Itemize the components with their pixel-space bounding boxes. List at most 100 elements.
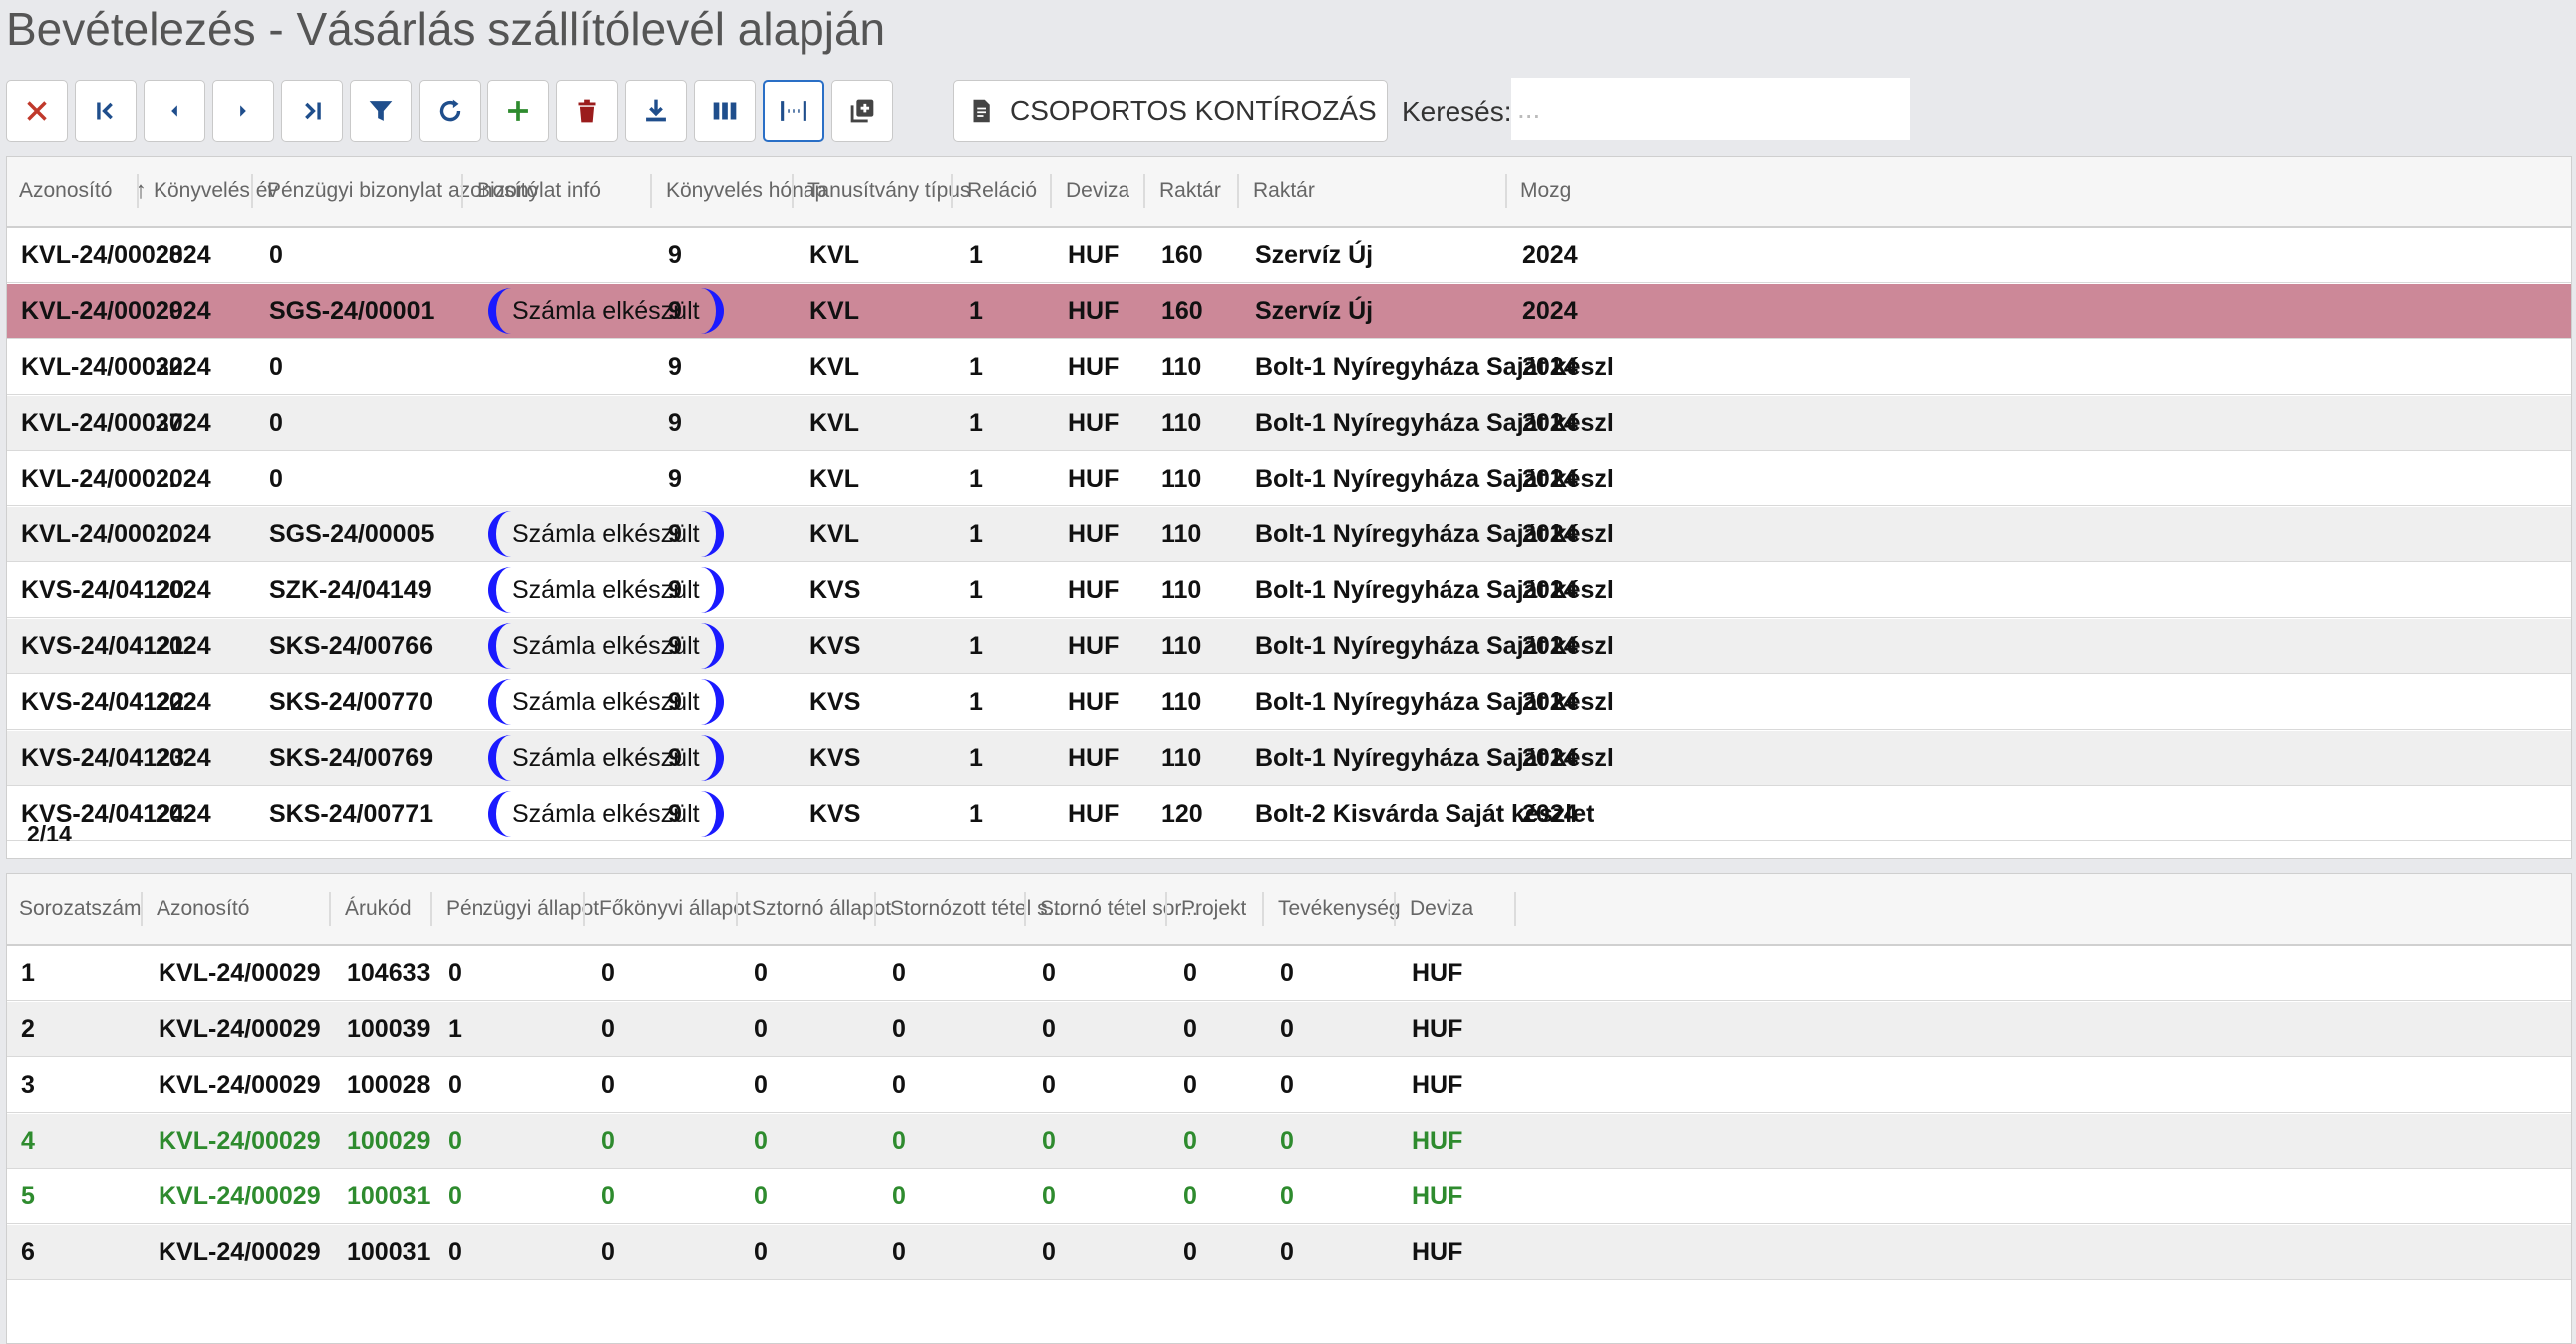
- column-resize-handle[interactable]: [430, 892, 432, 926]
- column-resize-handle[interactable]: [951, 174, 953, 208]
- last-record-button[interactable]: [281, 80, 343, 142]
- column-header[interactable]: Könyvelés hónap: [666, 179, 827, 202]
- table-row[interactable]: KVS-24/04123 2024 SKS-24/00769 Számla elkés…: [7, 731, 2571, 786]
- column-header[interactable]: Tanusítvány típus: [807, 179, 971, 202]
- column-resize-handle[interactable]: [1394, 892, 1396, 926]
- table-row[interactable]: 2 KVL-24/00029 100039 1 0 0 0 0 0 0 HUF: [7, 1002, 2571, 1057]
- column-resize-handle[interactable]: [1024, 892, 1026, 926]
- download-button[interactable]: [625, 80, 687, 142]
- table-cell: 9: [668, 353, 682, 381]
- table-row[interactable]: KVL-24/000... 2024 0 9 KVL 1 HUF 110 Bolt-1 Nyír…: [7, 452, 2571, 506]
- close-button[interactable]: [6, 80, 68, 142]
- table-row[interactable]: KVL-24/000... 2024 SGS-24/00005 Számla elké…: [7, 507, 2571, 562]
- column-resize-handle[interactable]: [1165, 892, 1167, 926]
- column-header[interactable]: Főkönyvi állapot: [599, 897, 751, 920]
- add-copy-button[interactable]: [831, 80, 893, 142]
- table-cell: KVL-24/00029: [159, 959, 321, 987]
- table-cell: 0: [448, 1182, 462, 1210]
- column-resize-handle[interactable]: [874, 892, 876, 926]
- column-resize-handle[interactable]: [583, 892, 585, 926]
- table-cell: Bolt-1 Nyíregyháza Saját készl: [1255, 465, 1614, 493]
- table-cell: 0: [1280, 1238, 1294, 1266]
- column-resize-handle[interactable]: [736, 892, 738, 926]
- column-resize-handle[interactable]: [137, 174, 139, 208]
- table-row[interactable]: 1 KVL-24/00029 104633 0 0 0 0 0 0 0 HUF: [7, 946, 2571, 1001]
- table-row[interactable]: 6 KVL-24/00029 100031 0 0 0 0 0 0 0 HUF: [7, 1225, 2571, 1280]
- column-header[interactable]: Mozg: [1520, 179, 1572, 202]
- table-row[interactable]: 4 KVL-24/00029 100029 0 0 0 0 0 0 0 HUF: [7, 1114, 2571, 1169]
- table-cell: 0: [601, 1238, 615, 1266]
- table-cell: 0: [1042, 1182, 1056, 1210]
- column-resize-handle[interactable]: [1237, 174, 1239, 208]
- table-cell: HUF: [1068, 576, 1120, 604]
- column-header[interactable]: Projekt: [1181, 897, 1247, 920]
- column-header[interactable]: Deviza: [1066, 179, 1130, 202]
- bulk-accounting-button[interactable]: CSOPORTOS KONTÍROZÁS: [953, 80, 1388, 142]
- table-row[interactable]: KVS-24/04124 2024 SKS-24/00771 Számla elkés…: [7, 787, 2571, 841]
- table-cell: 2024: [1522, 241, 1578, 269]
- column-header[interactable]: Pénzügyi állapot: [446, 897, 600, 920]
- column-header[interactable]: Sorozatszám: [19, 897, 142, 920]
- table-row[interactable]: KVS-24/04120 2024 SZK-24/04149 Számla elkés…: [7, 563, 2571, 618]
- columns-button[interactable]: [694, 80, 756, 142]
- table-row[interactable]: KVL-24/00029 2024 SGS-24/00001 Számla elkés…: [7, 284, 2571, 339]
- table-row[interactable]: KVL-24/00032 2024 0 9 KVL 1 HUF 110 Bolt-1 Nyíre…: [7, 340, 2571, 395]
- table-cell: 0: [1183, 1071, 1197, 1099]
- table-cell: 110: [1161, 632, 1202, 660]
- table-cell: SKS-24/00770: [269, 688, 434, 716]
- table-row[interactable]: 3 KVL-24/00029 100028 0 0 0 0 0 0 0 HUF: [7, 1058, 2571, 1113]
- table-cell: 9: [668, 744, 682, 772]
- column-header[interactable]: Reláció: [967, 179, 1038, 202]
- column-header[interactable]: Raktár: [1159, 179, 1221, 202]
- table-cell: 3: [21, 1071, 35, 1099]
- column-header[interactable]: Stornó tétel sor...: [1040, 897, 1198, 920]
- table-cell: KVL-24/000...: [21, 520, 176, 548]
- column-header[interactable]: Bizonylat infó: [477, 179, 601, 202]
- table-cell: 0: [1183, 1182, 1197, 1210]
- column-resize-handle[interactable]: [1505, 174, 1507, 208]
- column-resize-handle[interactable]: [251, 174, 253, 208]
- table-row[interactable]: 5 KVL-24/00029 100031 0 0 0 0 0 0 0 HUF: [7, 1170, 2571, 1224]
- column-header[interactable]: Azonosító: [19, 179, 113, 202]
- table-cell: 0: [1183, 959, 1197, 987]
- table-cell: 9: [668, 688, 682, 716]
- table-cell: Szervíz Új: [1255, 297, 1374, 325]
- column-resize-handle[interactable]: [1514, 892, 1516, 926]
- column-resize-handle[interactable]: [1262, 892, 1264, 926]
- column-resize-handle[interactable]: [461, 174, 463, 208]
- column-resize-handle[interactable]: [1050, 174, 1052, 208]
- column-header[interactable]: Pénzügyi bizonylat azonosító: [267, 179, 539, 202]
- table-row[interactable]: KVS-24/04122 2024 SKS-24/00770 Számla elkés…: [7, 675, 2571, 730]
- table-row[interactable]: KVS-24/04121 2024 SKS-24/00766 Számla elkés…: [7, 619, 2571, 674]
- add-button[interactable]: [487, 80, 549, 142]
- search-input[interactable]: [1511, 78, 1910, 140]
- next-record-button[interactable]: [212, 80, 274, 142]
- table-cell: 0: [892, 1015, 906, 1043]
- table-cell: KVS-24/04123: [21, 744, 185, 772]
- column-resize-handle[interactable]: [141, 892, 143, 926]
- table-cell: HUF: [1068, 353, 1120, 381]
- column-header[interactable]: Stornózott tétel s...: [890, 897, 1066, 920]
- column-header[interactable]: Sztornó állapot: [752, 897, 892, 920]
- column-header[interactable]: Azonosító: [157, 897, 250, 920]
- column-header[interactable]: Deviza: [1410, 897, 1474, 920]
- previous-record-button[interactable]: [144, 80, 205, 142]
- delete-button[interactable]: [556, 80, 618, 142]
- table-row[interactable]: KVL-24/00028 2024 0 9 KVL 1 HUF 160 Szervíz Új 20…: [7, 228, 2571, 283]
- table-cell: 2024: [1522, 465, 1578, 493]
- column-resize-handle[interactable]: [650, 174, 652, 208]
- column-width-button[interactable]: [763, 80, 824, 142]
- column-header[interactable]: Árukód: [345, 897, 412, 920]
- column-header[interactable]: Tevékenység: [1278, 897, 1401, 920]
- filter-button[interactable]: [350, 80, 412, 142]
- table-cell: 9: [668, 576, 682, 604]
- column-header[interactable]: Raktár: [1253, 179, 1315, 202]
- first-record-button[interactable]: [75, 80, 137, 142]
- table-row[interactable]: KVL-24/00037 2024 0 9 KVL 1 HUF 110 Bolt-1 Nyíre…: [7, 396, 2571, 451]
- refresh-button[interactable]: [419, 80, 481, 142]
- column-resize-handle[interactable]: [792, 174, 794, 208]
- column-header[interactable]: Könyvelés év: [154, 179, 278, 202]
- table-cell: KVL-24/000...: [21, 465, 176, 493]
- column-resize-handle[interactable]: [1143, 174, 1145, 208]
- column-resize-handle[interactable]: [329, 892, 331, 926]
